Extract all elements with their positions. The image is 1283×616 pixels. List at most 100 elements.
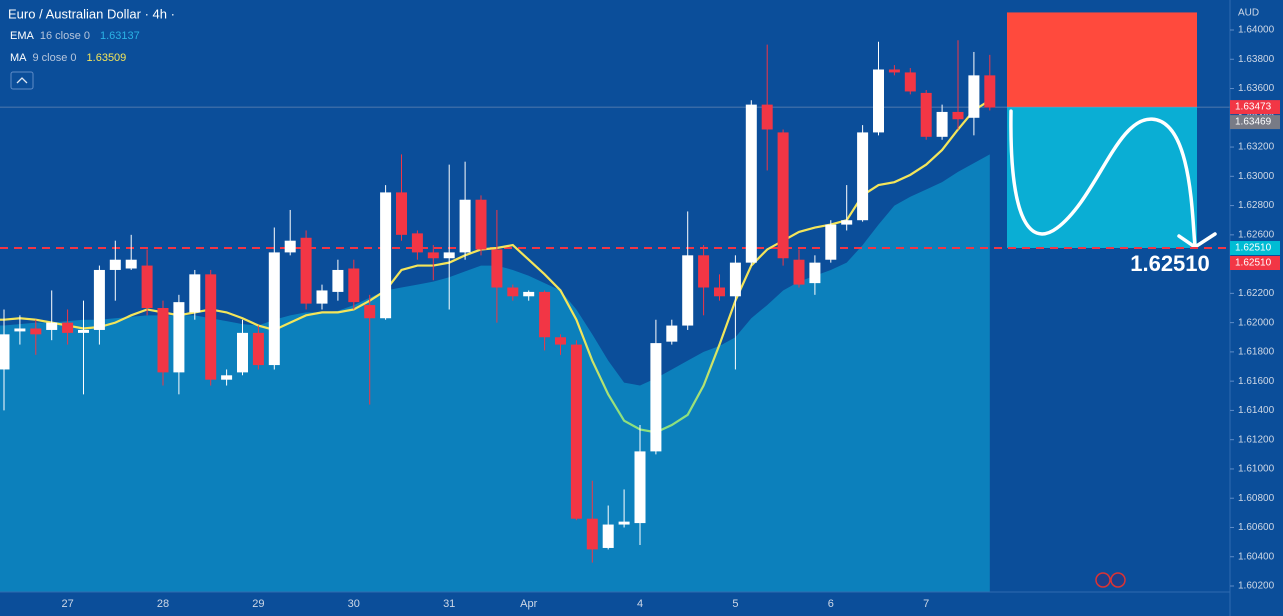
candle-body bbox=[268, 252, 280, 366]
x-tick-label: 6 bbox=[828, 598, 834, 610]
x-tick-label: 28 bbox=[157, 598, 169, 610]
price-marker bbox=[1230, 241, 1280, 256]
candle-body bbox=[809, 262, 821, 284]
candle-body bbox=[745, 104, 757, 263]
x-tick-label: 29 bbox=[252, 598, 264, 610]
candle-body bbox=[475, 199, 487, 250]
candle-body bbox=[857, 132, 869, 221]
x-tick-label: 4 bbox=[637, 598, 643, 610]
y-tick-label: 1.63200 bbox=[1238, 142, 1275, 153]
candle-body bbox=[920, 92, 932, 137]
candle-body bbox=[141, 265, 153, 308]
candle-body bbox=[427, 252, 439, 259]
candle-body bbox=[173, 302, 185, 373]
candle-body bbox=[78, 329, 89, 333]
candle-body bbox=[62, 322, 74, 333]
candle-body bbox=[936, 111, 948, 137]
y-tick-label: 1.61800 bbox=[1238, 347, 1275, 358]
candle-body bbox=[284, 240, 296, 253]
stop-zone bbox=[1007, 12, 1197, 108]
plot-area bbox=[0, 12, 1230, 592]
legend-part: 1.63509 bbox=[87, 52, 127, 64]
y-tick-label: 1.61400 bbox=[1238, 405, 1275, 416]
chevron-icon[interactable] bbox=[16, 77, 28, 84]
candle-body bbox=[952, 111, 964, 120]
candle-body bbox=[714, 287, 725, 297]
x-tick-label: 7 bbox=[923, 598, 929, 610]
y-tick-label: 1.63000 bbox=[1238, 171, 1275, 182]
candle-body bbox=[332, 269, 344, 292]
candle-body bbox=[157, 307, 169, 373]
candle-body bbox=[904, 72, 916, 92]
candle-body bbox=[888, 69, 900, 73]
candle-body bbox=[125, 259, 137, 269]
y-tick-label: 1.60400 bbox=[1238, 551, 1275, 562]
legend-part: 16 close 0 bbox=[40, 30, 90, 42]
candle-body bbox=[237, 332, 248, 373]
y-axis-label: AUD bbox=[1238, 8, 1259, 19]
chart-title: Euro / Australian Dollar · 4h · bbox=[8, 6, 175, 21]
candle-body bbox=[873, 69, 884, 133]
candle-body bbox=[14, 328, 26, 332]
y-tick-label: 1.61600 bbox=[1238, 376, 1275, 387]
target-annotation: 1.62510 bbox=[1130, 251, 1210, 276]
candle-body bbox=[380, 192, 392, 319]
price-marker-label: 1.63469 bbox=[1235, 117, 1272, 128]
candle-body bbox=[396, 192, 407, 235]
candle-body bbox=[300, 237, 312, 304]
candle-body bbox=[316, 290, 328, 304]
x-tick-label: 30 bbox=[348, 598, 360, 610]
target-zone bbox=[1007, 107, 1197, 249]
legend-entry: EMA 16 close 0 1.63137 bbox=[10, 30, 140, 42]
candle-body bbox=[0, 334, 10, 370]
legend-part: EMA bbox=[10, 30, 35, 42]
event-icons bbox=[1095, 572, 1126, 588]
y-tick-label: 1.61000 bbox=[1238, 464, 1275, 475]
y-tick-label: 1.61200 bbox=[1238, 434, 1275, 445]
y-tick-label: 1.60200 bbox=[1238, 581, 1275, 592]
flag-icon bbox=[1095, 572, 1111, 588]
price-marker-label: 1.63473 bbox=[1235, 102, 1272, 113]
candle-body bbox=[825, 224, 837, 260]
candle-body bbox=[411, 233, 423, 253]
collapse-button[interactable] bbox=[10, 71, 34, 90]
candle-body bbox=[46, 322, 58, 330]
price-marker-label: 1.62510 bbox=[1235, 258, 1272, 269]
candle-body bbox=[252, 332, 264, 366]
x-tick-label: 5 bbox=[732, 598, 738, 610]
y-tick-label: 1.63600 bbox=[1238, 83, 1275, 94]
y-tick-label: 1.64000 bbox=[1238, 25, 1275, 36]
legend-part: 9 close 0 bbox=[33, 52, 77, 64]
candle-body bbox=[523, 291, 535, 297]
candle-body bbox=[30, 328, 42, 335]
candle-body bbox=[793, 259, 805, 285]
candle-body bbox=[491, 249, 503, 288]
candle-body bbox=[539, 291, 551, 338]
button-frame[interactable] bbox=[10, 71, 34, 90]
candle-body bbox=[841, 220, 853, 225]
candle-body bbox=[777, 132, 789, 259]
candle-body bbox=[205, 274, 217, 380]
candle-body bbox=[618, 521, 630, 525]
price-marker-label: 1.62510 bbox=[1235, 243, 1272, 254]
x-tick-label: 27 bbox=[61, 598, 73, 610]
y-tick-label: 1.62000 bbox=[1238, 317, 1275, 328]
candle-body bbox=[555, 337, 566, 345]
price-marker bbox=[1230, 100, 1280, 115]
candle-body bbox=[459, 199, 471, 253]
candle-body bbox=[109, 259, 121, 270]
x-tick-label: Apr bbox=[520, 598, 537, 610]
candle-body bbox=[729, 262, 741, 297]
price-marker bbox=[1230, 256, 1280, 271]
ema-area bbox=[0, 154, 990, 592]
legend-part: MA bbox=[10, 52, 27, 64]
price-marker bbox=[1230, 115, 1280, 130]
candle-body bbox=[93, 269, 105, 330]
y-tick-label: 1.63800 bbox=[1238, 54, 1275, 65]
candle-body bbox=[761, 104, 773, 130]
candle-body bbox=[634, 451, 646, 524]
y-tick-label: 1.62600 bbox=[1238, 229, 1275, 240]
candle-body bbox=[602, 524, 614, 548]
y-tick-label: 1.60600 bbox=[1238, 522, 1275, 533]
